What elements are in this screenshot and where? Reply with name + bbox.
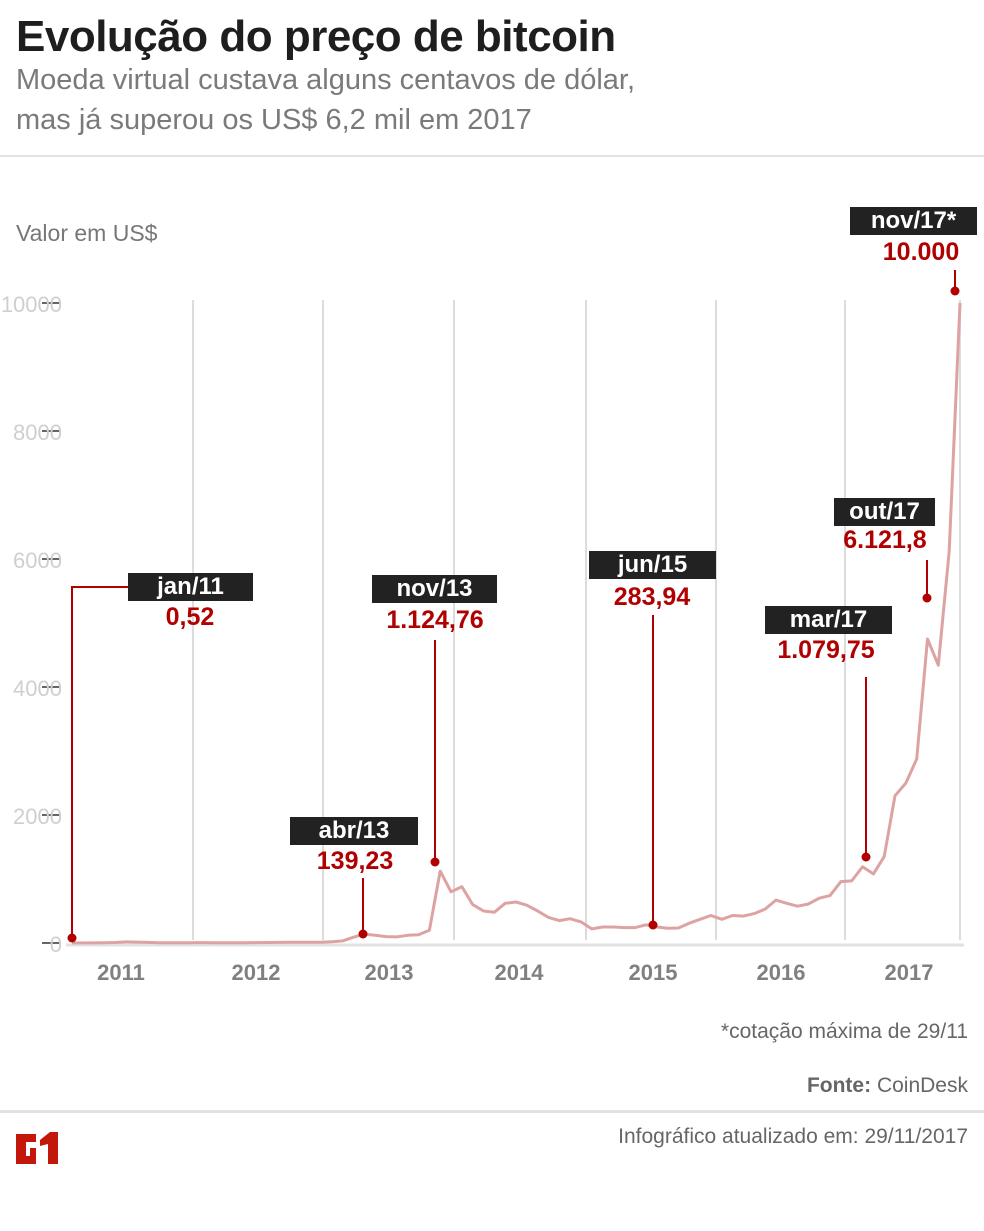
y-tick-label: 10000 <box>1 292 62 317</box>
annotation-leader-line <box>71 586 128 938</box>
annotation-value-label: 0,52 <box>165 603 215 631</box>
annotation-dot <box>861 852 871 862</box>
annotation-value-label: 283,94 <box>613 583 691 611</box>
x-tick-label: 2016 <box>757 960 806 985</box>
source-label: Fonte: <box>806 1074 872 1097</box>
annotation-date-label: nov/13 <box>372 575 497 603</box>
x-tick-label: 2011 <box>97 960 145 985</box>
annotation-dot <box>950 286 960 296</box>
annotation-date-label: jan/11 <box>128 573 253 601</box>
updated-date: Infográfico atualizado em: 29/11/2017 <box>618 1125 968 1148</box>
annotation-value-label: 1.124,76 <box>386 606 484 634</box>
x-tick-label: 2013 <box>365 960 414 985</box>
source: Fonte: CoinDesk <box>807 1074 968 1098</box>
header-divider <box>0 155 984 157</box>
annotation-date-label: nov/17* <box>850 207 977 235</box>
annotation-dot <box>430 857 440 867</box>
x-tick-label: 2017 <box>885 960 934 985</box>
annotation-date-label: out/17 <box>834 498 935 526</box>
y-tick-label: 4000 <box>13 676 62 701</box>
annotation-dot <box>648 920 658 930</box>
y-tick-label: 8000 <box>13 420 62 445</box>
y-tick-label: 6000 <box>13 548 62 573</box>
annotation-value-label: 1.079,75 <box>777 636 875 664</box>
line-chart: 0 2000 4000 6000 8000 10000 2011 2012 2013 2014 20… <box>1 270 964 985</box>
g1-logo <box>14 1130 60 1171</box>
y-tick-label: 0 <box>50 932 62 957</box>
source-name: CoinDesk <box>876 1074 968 1097</box>
chart-title: Evolução do preço de bitcoin <box>16 12 616 61</box>
annotation-dot <box>67 933 77 943</box>
annotation-date-label: abr/13 <box>290 817 418 845</box>
chart-subtitle-line2: mas já superou os US$ 6,2 mil em 2017 <box>16 104 532 136</box>
x-tick-label: 2015 <box>629 960 678 985</box>
annotation-dot <box>358 929 368 939</box>
annotation-value-label: 139,23 <box>316 847 394 875</box>
x-tick-label: 2012 <box>232 960 281 985</box>
annotation-value-label: 10.000 <box>882 238 960 266</box>
y-axis-label: Valor em US$ <box>16 220 158 246</box>
annotation-date-label: jun/15 <box>589 551 716 579</box>
annotation-date-label: mar/17 <box>765 606 892 634</box>
chart-subtitle-line1: Moeda virtual custava alguns centavos de… <box>16 64 636 96</box>
footnote: *cotação máxima de 29/11 <box>720 1020 968 1043</box>
y-tick-label: 2000 <box>13 804 62 829</box>
footer-divider <box>0 1110 984 1113</box>
annotation-dot <box>922 593 932 603</box>
price-line <box>71 302 962 945</box>
annotation-value-label: 6.121,8 <box>843 526 927 554</box>
x-tick-label: 2014 <box>495 960 545 985</box>
